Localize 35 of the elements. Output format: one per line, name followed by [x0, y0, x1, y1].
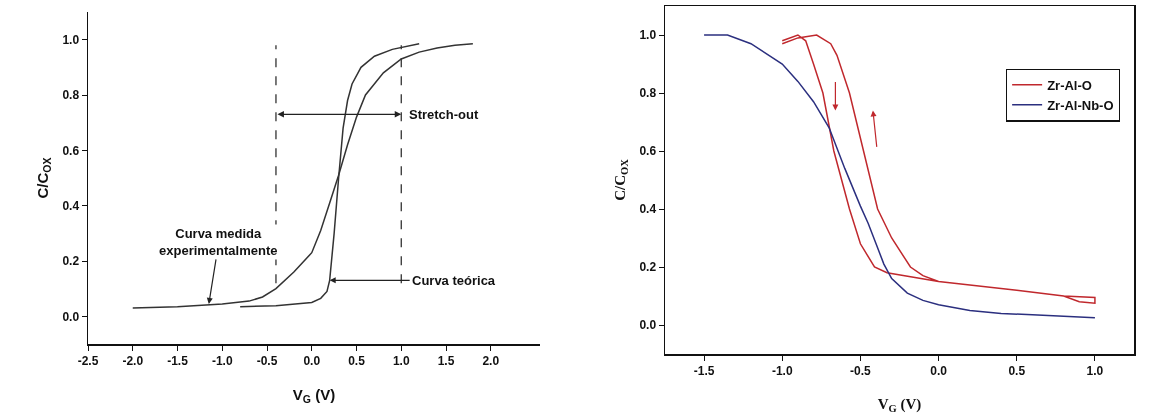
- x-tick-label: -1.5: [167, 353, 189, 368]
- y-tick-label: 1.0: [639, 28, 657, 43]
- x-tick-label: 0.0: [303, 353, 321, 368]
- y-tick-label: 0.2: [62, 254, 80, 269]
- y-tick-label: 0.0: [62, 309, 80, 324]
- y-tick-label: 1.0: [62, 32, 80, 47]
- legend-label: Zr-Al-Nb-O: [1047, 97, 1114, 113]
- y-tick-label: 0.6: [639, 144, 657, 159]
- x-tick-label: -0.5: [256, 353, 278, 368]
- x-tick-label: -2.5: [77, 353, 99, 368]
- x-tick-label: 0.0: [930, 363, 948, 378]
- x-tick-label: 1.0: [392, 353, 410, 368]
- x-tick-label: 0.5: [348, 353, 366, 368]
- x-tick-label: -1.0: [771, 363, 793, 378]
- x-axis-title: V$_{G}$ (V): [292, 385, 336, 405]
- x-tick-label: -0.5: [850, 363, 872, 378]
- x-tick-label: 1.0: [1086, 363, 1104, 378]
- annotation: Curva medida experimentalmente: [159, 226, 278, 258]
- x-tick-label: -2.0: [122, 353, 144, 368]
- y-tick-label: 0.2: [639, 260, 657, 275]
- y-tick-label: 0.4: [639, 202, 657, 217]
- x-axis-title: V$_{G}$ (V): [877, 395, 922, 414]
- x-tick-label: -1.0: [211, 353, 233, 368]
- y-tick-label: 0.8: [62, 88, 80, 103]
- x-tick-label: -1.5: [693, 363, 715, 378]
- y-tick-label: 0.6: [62, 143, 80, 158]
- annotation: Curva teórica: [412, 273, 496, 288]
- y-tick-label: 0.0: [639, 318, 657, 333]
- x-tick-label: 0.5: [1008, 363, 1026, 378]
- annotation: Stretch-out: [409, 107, 479, 122]
- y-tick-label: 0.8: [639, 86, 657, 101]
- x-tick-label: 2.0: [482, 353, 500, 368]
- legend-label: Zr-Al-O: [1047, 77, 1092, 93]
- x-tick-label: 1.5: [437, 353, 455, 368]
- y-tick-label: 0.4: [62, 198, 80, 213]
